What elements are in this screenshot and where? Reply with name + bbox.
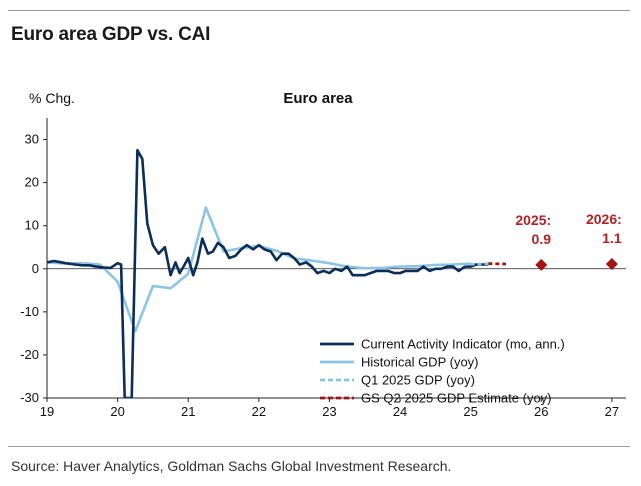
- legend-label: Historical GDP (yoy): [361, 355, 479, 370]
- y-tick-label: -10: [20, 304, 39, 319]
- bottom-rule: [8, 446, 630, 447]
- source-note: Source: Haver Analytics, Goldman Sachs G…: [11, 458, 452, 474]
- x-tick-label: 27: [605, 404, 619, 419]
- x-tick-label: 26: [534, 404, 548, 419]
- forecast-value-label: 1.1: [602, 230, 622, 246]
- x-tick-label: 19: [40, 404, 54, 419]
- x-tick-label: 23: [322, 404, 336, 419]
- x-tick-label: 25: [463, 404, 477, 419]
- legend-label: GS Q2 2025 GDP Estimate (yoy): [361, 391, 552, 406]
- series-line-2: [463, 262, 492, 266]
- y-tick-label: 20: [25, 175, 39, 190]
- y-tick-label: 30: [25, 132, 39, 147]
- x-tick-label: 22: [252, 404, 266, 419]
- x-tick-label: 20: [110, 404, 124, 419]
- series-line-1: [47, 206, 471, 333]
- forecast-value-label: 0.9: [532, 231, 552, 247]
- y-tick-label: -30: [20, 390, 39, 405]
- top-rule: [8, 10, 630, 11]
- y-tick-label: 0: [32, 261, 39, 276]
- forecast-year-label: 2025:: [515, 212, 551, 228]
- x-tick-label: 24: [393, 404, 407, 419]
- y-axis-label: % Chg.: [29, 90, 75, 106]
- series-line-0: [47, 149, 489, 398]
- legend-label: Current Activity Indicator (mo, ann.): [361, 337, 565, 352]
- figure-title: Euro area GDP vs. CAI: [11, 24, 211, 45]
- y-tick-label: -20: [20, 347, 39, 362]
- legend-label: Q1 2025 GDP (yoy): [361, 373, 475, 388]
- forecast-marker: [605, 258, 618, 271]
- forecast-year-label: 2026:: [586, 211, 622, 227]
- y-tick-label: 10: [25, 218, 39, 233]
- chart-title: Euro area: [283, 90, 353, 107]
- forecast-marker: [535, 258, 548, 271]
- x-tick-label: 21: [181, 404, 195, 419]
